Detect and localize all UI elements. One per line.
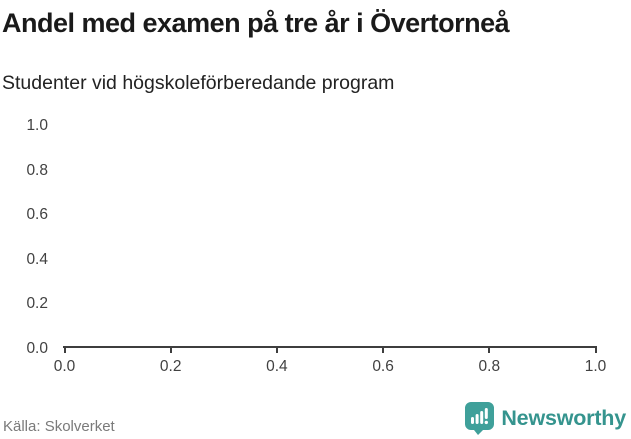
x-tick-label: 0.8 <box>478 358 501 375</box>
x-tick-mark <box>63 348 66 353</box>
x-tick-mark <box>594 348 597 353</box>
bar-chart-speech-bubble-icon <box>465 402 495 435</box>
x-tick-mark <box>275 348 278 353</box>
y-tick-label: 0.2 <box>26 295 48 313</box>
y-tick-label: 1.0 <box>26 117 48 134</box>
chart-subtitle: Studenter vid högskoleförberedande progr… <box>2 72 395 94</box>
x-tick-mark <box>169 348 172 353</box>
y-tick-label: 0.8 <box>26 161 48 179</box>
brand-logo: Newsworthy <box>465 402 626 435</box>
x-tick-label: 0.2 <box>159 358 182 375</box>
y-tick-label: 0.4 <box>26 250 48 268</box>
x-tick-mark <box>488 348 491 353</box>
chart-title: Andel med examen på tre år i Övertorneå <box>2 8 510 38</box>
x-tick-label: 0.4 <box>266 358 288 375</box>
x-tick-label: 0.6 <box>372 358 394 375</box>
x-tick-label: 0.0 <box>53 358 76 375</box>
brand-name: Newsworthy <box>501 406 626 430</box>
x-axis-line <box>63 346 597 348</box>
x-tick-label: 1.0 <box>584 358 607 375</box>
x-tick-mark <box>382 348 385 353</box>
source-note: Källa: Skolverket <box>3 418 115 435</box>
y-tick-label: 0.6 <box>26 206 48 224</box>
y-tick-label: 0.0 <box>26 340 48 357</box>
